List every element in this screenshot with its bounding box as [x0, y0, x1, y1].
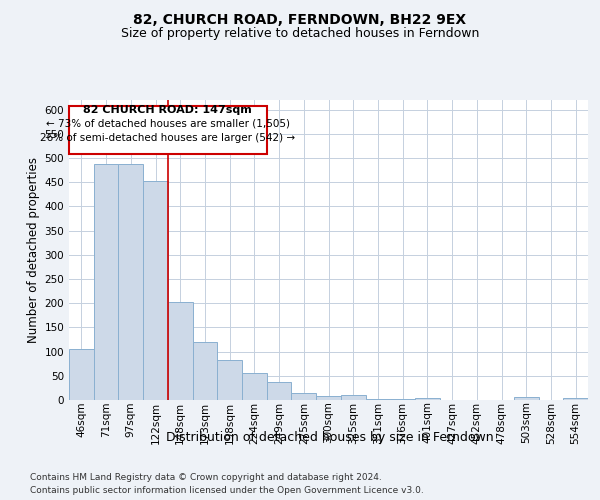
Bar — [69, 349, 94, 400]
Bar — [316, 396, 341, 400]
Text: Size of property relative to detached houses in Ferndown: Size of property relative to detached ho… — [121, 28, 479, 40]
Bar — [168, 302, 193, 400]
Text: Distribution of detached houses by size in Ferndown: Distribution of detached houses by size … — [166, 431, 494, 444]
Bar — [118, 164, 143, 400]
Bar — [563, 398, 588, 400]
Bar — [143, 181, 168, 400]
Bar — [94, 164, 118, 400]
Bar — [267, 382, 292, 400]
Bar — [514, 397, 539, 400]
Text: Contains public sector information licensed under the Open Government Licence v3: Contains public sector information licen… — [30, 486, 424, 495]
Bar — [415, 398, 440, 400]
Bar — [365, 398, 390, 400]
Bar — [292, 392, 316, 400]
Bar — [341, 395, 365, 400]
Y-axis label: Number of detached properties: Number of detached properties — [27, 157, 40, 343]
Bar — [242, 374, 267, 400]
Bar — [193, 342, 217, 400]
Bar — [217, 360, 242, 400]
Text: ← 73% of detached houses are smaller (1,505): ← 73% of detached houses are smaller (1,… — [46, 118, 290, 128]
Text: 82, CHURCH ROAD, FERNDOWN, BH22 9EX: 82, CHURCH ROAD, FERNDOWN, BH22 9EX — [133, 12, 467, 26]
Text: 82 CHURCH ROAD: 147sqm: 82 CHURCH ROAD: 147sqm — [83, 105, 252, 115]
Bar — [390, 398, 415, 400]
FancyBboxPatch shape — [69, 106, 267, 154]
Text: Contains HM Land Registry data © Crown copyright and database right 2024.: Contains HM Land Registry data © Crown c… — [30, 472, 382, 482]
Text: 26% of semi-detached houses are larger (542) →: 26% of semi-detached houses are larger (… — [40, 133, 295, 143]
